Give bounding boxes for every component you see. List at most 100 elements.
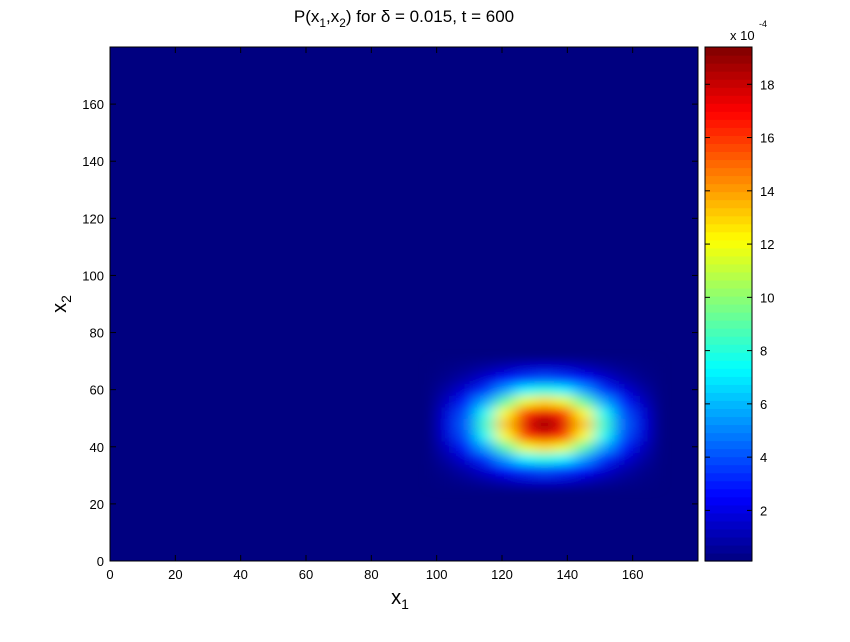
colorbar-band [705,336,752,345]
heatmap-cell [534,372,555,385]
heatmap-cell [632,463,653,476]
colorbar-band [705,247,752,257]
heatmap-cell [495,429,516,442]
colorbar-band [705,496,752,506]
heatmap-cell [456,406,477,419]
colorbar-band [705,231,752,241]
heatmap-cell [613,452,634,465]
heatmap-cell [632,452,653,465]
colorbar-band [705,384,752,393]
colorbar-band [705,520,752,530]
colorbar-tick-label: 16 [760,131,774,146]
subscript: 2 [58,295,74,303]
heatmap-cell [495,418,516,431]
colorbar-band [705,127,752,136]
x-tick-label: 0 [106,567,113,582]
heatmap-cell [475,395,496,408]
heatmap-cell [632,441,653,453]
colorbar-band [705,175,752,185]
heatmap-cell [613,395,634,408]
heatmap-cell [573,452,594,465]
heatmap-cell [456,418,477,431]
heatmap-cell [573,372,594,385]
colorbar-band [705,432,752,442]
heatmap-cell [554,361,575,374]
colorbar-band [705,488,752,498]
colorbar-band [705,223,752,233]
colorbar-band [705,552,752,562]
colorbar-tick-label: 10 [760,290,774,305]
heatmap-cell [632,429,653,442]
colorbar-band [705,47,752,56]
heatmap-cell [436,372,457,385]
heatmap-cell [632,395,653,408]
heatmap-cell [534,361,555,374]
colorbar-band [705,528,752,538]
colorbar-band [705,159,752,169]
heatmap-cell [475,418,496,431]
heatmap-cell [495,406,516,419]
colorbar-band [705,263,752,273]
heatmap-cell [554,452,575,465]
colorbar-band [705,320,752,329]
y-tick-label: 80 [90,326,104,341]
colorbar-band [705,167,752,177]
heatmap-cell [515,418,536,431]
subscript: 1 [319,16,326,30]
heatmap-cell [554,406,575,419]
colorbar-band [705,151,752,161]
heatmap-cell [593,452,614,465]
heatmap-cell [593,372,614,385]
heatmap-cell [573,418,594,431]
text-part: ) for δ = 0.015, t = 600 [346,7,514,26]
heatmap-cell [456,463,477,476]
colorbar-exponent: -4 [759,19,767,29]
text-part: P(x [294,7,320,26]
colorbar-band [705,368,752,377]
colorbar-band [705,328,752,337]
colorbar-band [705,79,752,88]
x-tick-label: 120 [491,567,513,582]
y-tick-label: 20 [90,497,104,512]
colorbar-band [705,504,752,514]
heatmap-cell [613,463,634,476]
heatmap-cell [495,383,516,396]
heatmap-cells [436,361,653,488]
colorbar-band [705,536,752,546]
colorbar-label: x 10 [730,28,755,43]
colorbar-band [705,448,752,458]
heatmap-cell [495,475,516,488]
heatmap-cell [613,372,634,385]
colorbar-band [705,215,752,225]
heatmap-cell [534,383,555,396]
colorbar-band [705,239,752,249]
heatmap-cell [495,463,516,476]
colorbar-band [705,135,752,144]
colorbar-band [705,111,752,120]
heatmap-cell [573,463,594,476]
heatmap-cell [436,463,457,476]
colorbar-band [705,55,752,64]
heatmap-cell [515,452,536,465]
heatmap-cell [534,418,555,431]
heatmap-cell [475,383,496,396]
text-part: x [391,587,401,609]
heatmap-cell [515,372,536,385]
colorbar-band [705,416,752,426]
heatmap-cell [436,406,457,419]
heatmap-cell [613,429,634,442]
heatmap-cell [515,475,536,488]
colorbar-band [705,304,752,313]
colorbar-band [705,360,752,369]
heatmap-cell [554,418,575,431]
colorbar-band [705,544,752,554]
x-tick-label: 140 [556,567,578,582]
heatmap-cell [475,475,496,488]
colorbar-band [705,408,752,418]
colorbar-band [705,119,752,128]
heatmap-cell [613,418,634,431]
heatmap-cell [573,383,594,396]
heatmap-cell [475,406,496,419]
heatmap-cell [613,441,634,453]
x-tick-label: 20 [168,567,182,582]
